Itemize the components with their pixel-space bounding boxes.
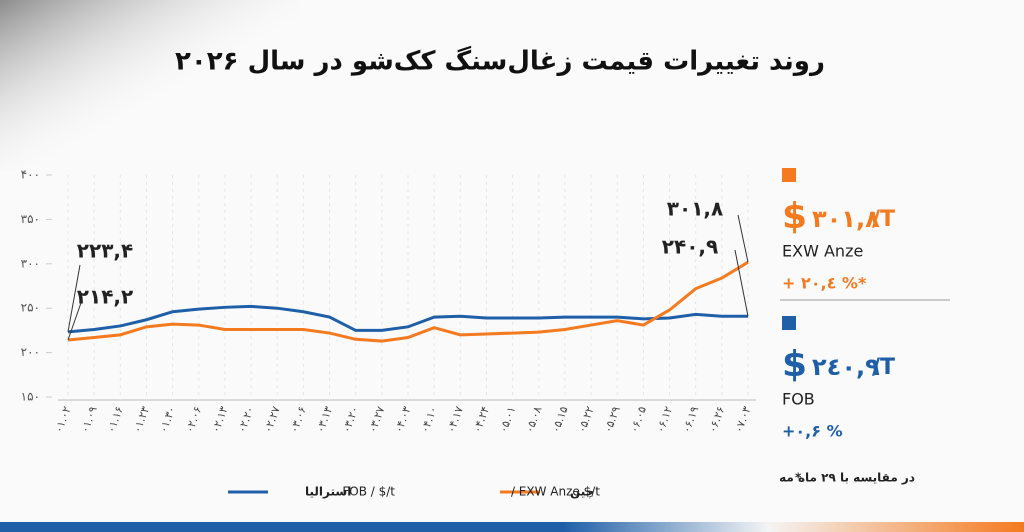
footnote-mark: * xyxy=(795,471,802,485)
price-unit: /T xyxy=(872,207,895,232)
chart-title: روند تغییرات قیمت زغال‌سنگ کک‌شو در سال … xyxy=(175,46,825,77)
y-tick-label: ۳۵۰ xyxy=(21,212,40,226)
series-line xyxy=(67,260,749,343)
label-leader xyxy=(734,249,749,317)
legend-swatch xyxy=(782,316,796,330)
price: ۳۰۱,۸ xyxy=(812,205,880,233)
currency: $ xyxy=(782,344,807,385)
data-label: ۲۱۴,۲ xyxy=(77,285,133,309)
legend-unit: FOB / $/t xyxy=(342,485,395,499)
price: ۲٤۰,۹ xyxy=(812,353,880,381)
label-leader xyxy=(67,264,81,332)
basis: FOB xyxy=(782,390,815,409)
label-leader xyxy=(67,299,83,341)
change: +۰,۶ % xyxy=(782,422,843,441)
basis: EXW Anze xyxy=(782,242,863,261)
y-tick-label: ۲۵۰ xyxy=(21,301,40,315)
data-label: ۳۰۱,۸ xyxy=(667,197,723,221)
change: + ۲۰,٤ %* xyxy=(782,274,867,293)
footnote: در مقایسه با ۲۹ ماه مه xyxy=(779,471,915,485)
bottom-strip xyxy=(0,522,1024,532)
price-unit: /T xyxy=(872,355,895,380)
legend-label: استرالیا xyxy=(305,485,351,499)
data-label: ۲۴۰,۹ xyxy=(662,235,718,259)
series-line xyxy=(67,304,749,334)
legend-label: چین xyxy=(570,485,594,499)
y-tick-label: ۳۰۰ xyxy=(21,256,40,270)
corner-texture xyxy=(0,0,300,170)
y-tick-label: ۲۰۰ xyxy=(21,345,40,359)
y-tick-label: ۴۰۰ xyxy=(21,168,40,182)
label-leader xyxy=(737,214,749,263)
data-label: ۲۲۳,۴ xyxy=(77,239,133,263)
y-tick-label: ۱۵۰ xyxy=(21,390,40,404)
legend-swatch xyxy=(782,168,796,182)
legend-unit: / EXW Anze $/t xyxy=(511,485,600,499)
currency: $ xyxy=(782,196,807,237)
